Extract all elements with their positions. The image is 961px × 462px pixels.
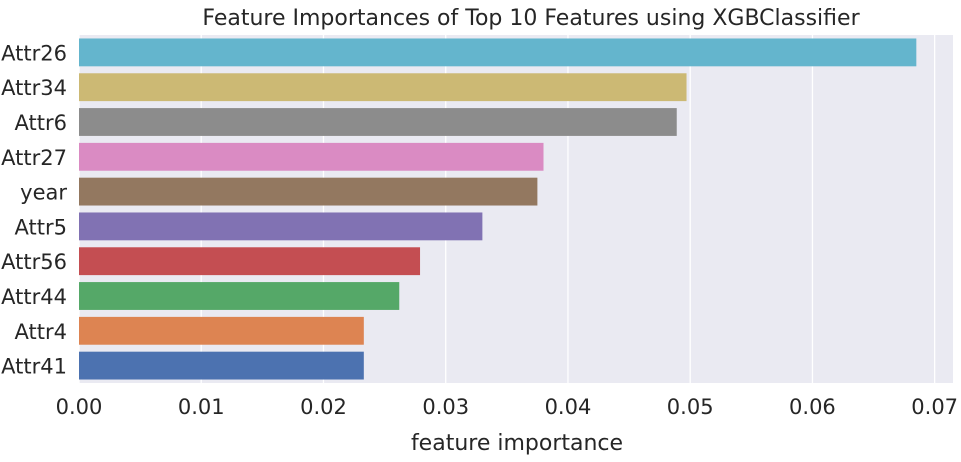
y-tick-label: Attr44 — [1, 285, 67, 309]
bar-attr4 — [79, 316, 364, 345]
y-tick-label: Attr41 — [1, 355, 67, 379]
bars — [79, 38, 917, 380]
bar-attr41 — [79, 351, 364, 380]
bar-attr56 — [79, 247, 421, 276]
bar-year — [79, 177, 538, 206]
y-tick-labels: Attr26 Attr34 Attr6 Attr27 year Attr5 Attr56 At… — [1, 41, 67, 378]
bar-attr34 — [79, 73, 687, 102]
bar-attr44 — [79, 282, 400, 310]
chart-title: Feature Importances of Top 10 Features u… — [202, 6, 860, 31]
x-axis-label: feature importance — [411, 431, 623, 456]
y-tick-label: Attr56 — [1, 250, 67, 274]
y-tick-label: Attr6 — [15, 111, 67, 135]
x-tick-label: 0.00 — [56, 395, 103, 419]
x-tick-label: 0.03 — [422, 395, 469, 419]
x-tick-label: 0.01 — [178, 395, 225, 419]
x-tick-label: 0.04 — [545, 395, 592, 419]
y-tick-label: year — [20, 181, 67, 205]
x-tick-labels: 0.00 0.01 0.02 0.03 0.04 0.05 0.06 0.07 — [56, 395, 958, 419]
x-tick-label: 0.05 — [667, 395, 714, 419]
x-tick-label: 0.06 — [789, 395, 836, 419]
y-tick-label: Attr5 — [15, 215, 67, 239]
bar-attr5 — [79, 212, 483, 241]
y-tick-label: Attr27 — [1, 146, 67, 170]
y-tick-label: Attr26 — [1, 41, 67, 65]
bar-attr27 — [79, 142, 544, 171]
bar-attr6 — [79, 108, 677, 136]
y-tick-label: Attr4 — [15, 320, 67, 344]
bar-attr26 — [79, 38, 917, 67]
y-tick-label: Attr34 — [1, 76, 67, 100]
x-tick-label: 0.07 — [911, 395, 958, 419]
x-tick-label: 0.02 — [300, 395, 347, 419]
